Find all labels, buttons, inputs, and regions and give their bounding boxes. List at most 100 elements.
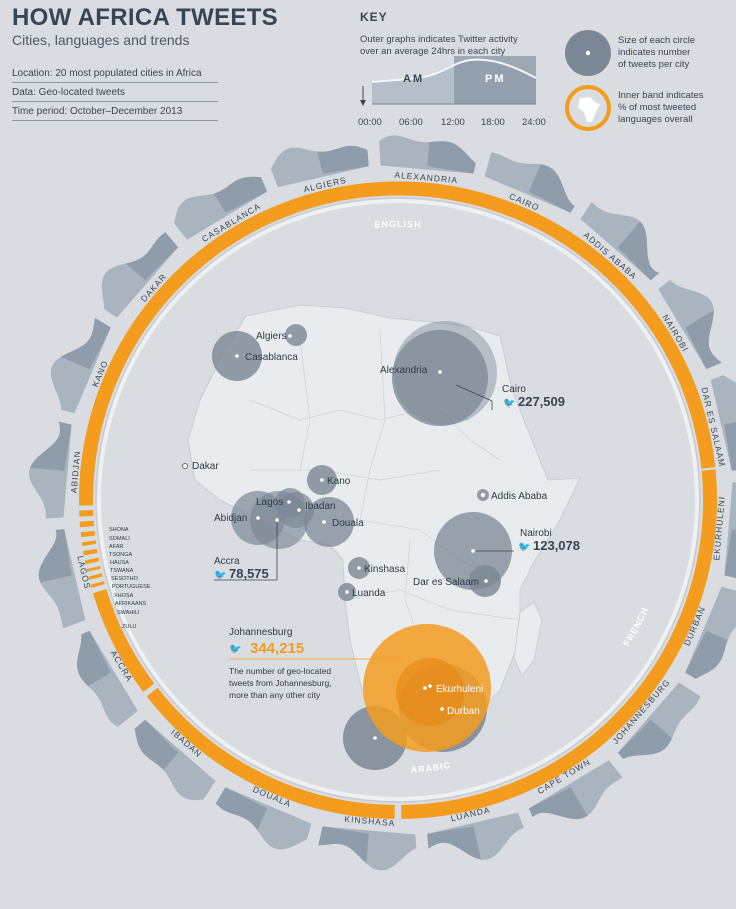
label-douala: Douala	[332, 518, 364, 529]
lang-shona: SHONA	[109, 527, 129, 533]
band-label-french: FRENCH	[621, 605, 651, 649]
page-subtitle: Cities, languages and trends	[12, 32, 190, 48]
label-algiers: Algiers	[256, 331, 287, 342]
minor-language-labels: SHONA SOMALI AFAR TSONGA HAUSA TSWANA SE…	[109, 527, 151, 630]
label-alexandria: Alexandria	[380, 365, 428, 376]
language-band-segment	[79, 181, 716, 501]
activity-graph-pm	[134, 719, 179, 770]
key-tick: 24:00	[522, 117, 546, 128]
africa-icon	[578, 97, 600, 122]
count-accra: 78,575	[229, 566, 269, 581]
key-band-text: Inner band indicates% of most tweeted lan…	[618, 90, 704, 125]
count-cairo: 227,509	[518, 394, 565, 409]
bird-icon: 🐦	[518, 542, 530, 553]
label-dakar: Dakar	[192, 461, 219, 472]
activity-graph-pm	[724, 421, 736, 471]
callout-cairo: 🐦 227,509	[455, 384, 565, 410]
lang-sesotho: SESOTHO	[111, 576, 139, 582]
count-nairobi: 123,078	[533, 538, 580, 553]
callout-accra: 🐦 78,575	[214, 522, 278, 581]
language-band-segment	[84, 557, 100, 565]
bubble-alexandria	[392, 330, 488, 426]
activity-graph-pm	[317, 145, 369, 174]
language-band-segment	[80, 530, 96, 538]
language-band-segment	[86, 566, 101, 572]
activity-graph-pm	[617, 719, 672, 759]
activity-graph-pm	[617, 221, 659, 281]
activity-graph-pm	[724, 529, 736, 579]
lang-portuguese: PORTUGUESE	[112, 584, 151, 590]
label-durban: Durban	[447, 706, 480, 717]
activity-graph-pm	[318, 826, 369, 864]
activity-graph-pm	[528, 164, 575, 213]
activity-graph-pm	[427, 141, 476, 174]
ring-city-label: ABIDJAN	[69, 450, 83, 494]
count-johannesburg: 344,215	[250, 640, 304, 657]
language-band-segment	[81, 540, 97, 547]
label-luanda: Luanda	[352, 588, 386, 599]
callout-nairobi: 🐦 123,078	[476, 538, 580, 553]
language-band-segment	[90, 580, 105, 588]
label-accra: Accra	[214, 556, 240, 567]
language-band-segment	[401, 469, 718, 819]
language-band: ENGLISH FRENCH ARABIC	[78, 181, 718, 819]
activity-graph-pm	[38, 529, 72, 583]
key-circle-sample	[565, 30, 611, 76]
language-band-segment	[79, 463, 95, 481]
city-dots	[182, 334, 488, 740]
lang-tsonga: TSONGA	[109, 552, 133, 558]
key-activity-graph: AM PM	[360, 56, 537, 106]
bubble-douala	[304, 497, 354, 547]
bird-icon: 🐦	[503, 398, 515, 409]
radial-activity-graphs	[29, 135, 736, 871]
bubble-cairo	[393, 321, 497, 425]
language-band-segment	[88, 573, 103, 580]
callout-johannesburg: 🐦 344,215 The number of geo-located twee…	[229, 640, 402, 700]
jhb-note-line: tweets from Johannesburg,	[229, 678, 332, 688]
jhb-note-line: The number of geo-located	[229, 666, 331, 676]
label-kano: Kano	[327, 476, 351, 487]
label-abidjan: Abidjan	[214, 513, 247, 524]
svg-text:FRENCH: FRENCH	[621, 605, 651, 649]
key-heading: KEY	[360, 10, 388, 24]
meta-period: Time period: October–December 2013	[12, 106, 218, 121]
label-cairo: Cairo	[502, 384, 526, 395]
activity-graph-pm	[685, 310, 722, 370]
inner-ring-outline	[97, 199, 699, 801]
label-johannesburg: Johannesburg	[229, 627, 292, 638]
meta-data: Data: Geo-located tweets	[12, 87, 218, 102]
activity-graph-pm	[215, 787, 268, 831]
key-tick: 18:00	[481, 117, 505, 128]
activity-graph-pm	[427, 826, 481, 860]
jhb-note-line: more than any other city	[229, 690, 321, 700]
label-dar-es-salaam: Dar es Salaam	[413, 577, 479, 588]
activity-graph-pm	[125, 232, 179, 281]
map-city-labels: Algiers Casablanca Alexandria Cairo Daka…	[192, 331, 552, 717]
label-casablanca: Casablanca	[245, 352, 298, 363]
key-outer-text: Outer graphs indicates Twitter activity o…	[360, 34, 518, 57]
label-kinshasa: Kinshasa	[364, 564, 406, 575]
band-label-arabic: ARABIC	[410, 760, 452, 776]
bubble-algiers	[285, 324, 307, 346]
key-circle-text: Size of each circle indicates number of tw…	[618, 35, 696, 70]
lang-hausa: HAUSA	[110, 560, 129, 566]
meta-location: Location: 20 most populated cities in Af…	[12, 68, 218, 83]
lang-xhosa: XHOSA	[114, 593, 134, 599]
activity-graph-pm	[30, 421, 72, 471]
svg-text:ENGLISH: ENGLISH	[374, 219, 422, 230]
madagascar	[513, 601, 543, 677]
band-label-english: ENGLISH	[374, 219, 421, 230]
lang-afar: AFAR	[109, 544, 123, 550]
svg-text:ARABIC: ARABIC	[410, 760, 452, 776]
key-tick: 00:00	[358, 117, 382, 128]
page-title: HOW AFRICA TWEETS	[12, 4, 278, 31]
key-tick: 06:00	[399, 117, 423, 128]
lang-tswana: TSWANA	[110, 568, 134, 574]
activity-graph-pm	[213, 176, 268, 213]
bird-icon: 🐦	[214, 570, 226, 581]
lang-somali: SOMALI	[109, 536, 130, 542]
language-band-segment	[92, 589, 155, 693]
key-tick: 12:00	[441, 117, 465, 128]
